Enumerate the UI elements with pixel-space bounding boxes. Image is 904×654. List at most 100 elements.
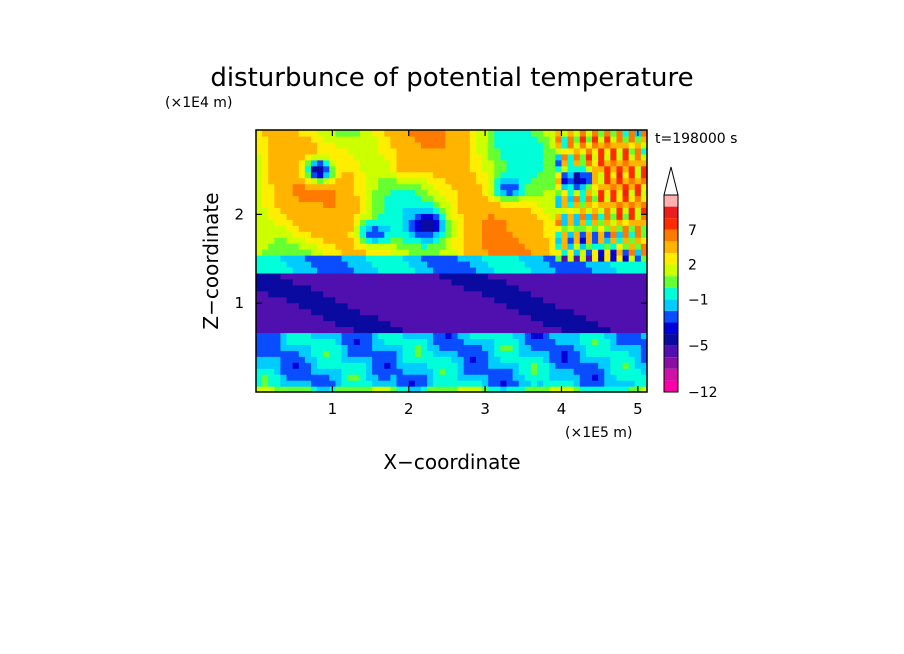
field-cell: [372, 368, 379, 375]
field-cell: [286, 326, 294, 334]
field-cell: [420, 356, 428, 363]
field-cell: [402, 165, 410, 173]
field-cell: [592, 243, 599, 250]
field-cell: [622, 332, 630, 340]
field-cell: [433, 380, 440, 387]
field-cell: [604, 290, 611, 298]
field-cell: [304, 332, 312, 340]
field-cell: [329, 159, 337, 167]
field-cell: [341, 189, 349, 197]
field-cell: [433, 249, 440, 256]
field-cell: [268, 213, 275, 220]
field-cell: [604, 165, 611, 173]
field-cell: [274, 249, 282, 256]
field-cell: [518, 362, 526, 369]
field-cell: [286, 231, 294, 238]
field-cell: [359, 147, 367, 155]
field-cell: [598, 225, 605, 232]
field-cell: [286, 135, 294, 143]
field-cell: [304, 171, 312, 179]
field-cell: [359, 326, 367, 334]
field-cell: [567, 255, 575, 262]
field-cell: [378, 290, 385, 298]
field-cell: [317, 243, 324, 250]
field-cell: [323, 159, 330, 167]
field-cell: [445, 308, 453, 316]
field-cell: [604, 386, 611, 392]
field-cell: [365, 314, 373, 322]
field-cell: [598, 255, 605, 262]
field-cell: [396, 141, 404, 149]
field-cell: [317, 225, 324, 232]
field-cell: [384, 231, 392, 238]
field-cell: [585, 386, 593, 392]
field-cell: [530, 213, 538, 220]
field-cell: [262, 130, 269, 137]
field-cell: [598, 237, 605, 244]
field-cell: [268, 195, 275, 203]
field-cell: [292, 344, 300, 351]
field-cell: [341, 308, 349, 316]
field-cell: [408, 237, 416, 244]
field-cell: [628, 362, 636, 369]
field-cell: [298, 183, 306, 191]
field-cell: [640, 314, 647, 322]
field-cell: [463, 302, 471, 310]
field-cell: [414, 284, 422, 292]
field-cell: [537, 141, 544, 149]
field-cell: [512, 195, 520, 203]
field-cell: [494, 278, 501, 286]
field-cell: [512, 374, 520, 381]
field-cell: [457, 213, 465, 220]
field-cell: [634, 350, 642, 357]
field-cell: [469, 261, 477, 268]
field-cell: [408, 368, 416, 375]
field-cell: [524, 255, 532, 262]
colorbar-segment: [664, 229, 678, 242]
field-cell: [292, 338, 300, 345]
field-cell: [628, 308, 636, 316]
field-cell: [610, 356, 618, 363]
field-cell: [439, 130, 446, 137]
colorbar-segment: [664, 218, 678, 230]
field-cell: [634, 314, 642, 322]
field-cell: [512, 344, 520, 351]
field-cell: [506, 302, 514, 310]
field-cell: [402, 243, 410, 250]
field-cell: [482, 261, 489, 268]
field-cell: [488, 374, 495, 381]
field-cell: [622, 386, 630, 392]
field-cell: [439, 356, 446, 363]
field-cell: [310, 272, 318, 280]
field-cell: [537, 243, 544, 250]
field-cell: [347, 278, 355, 286]
field-cell: [372, 165, 379, 173]
field-cell: [469, 266, 477, 274]
field-cell: [323, 314, 330, 322]
field-cell: [378, 219, 385, 226]
field-cell: [616, 141, 624, 149]
field-cell: [585, 159, 593, 167]
field-cell: [439, 147, 446, 155]
field-cell: [469, 374, 477, 381]
field-cell: [317, 296, 324, 304]
field-cell: [549, 278, 556, 286]
field-cell: [298, 249, 306, 256]
field-cell: [500, 356, 508, 363]
field-cell: [286, 165, 294, 173]
field-cell: [420, 350, 428, 357]
field-cell: [530, 141, 538, 149]
field-cell: [500, 130, 508, 137]
field-cell: [268, 189, 275, 197]
field-cell: [500, 386, 508, 392]
field-cell: [573, 165, 581, 173]
field-cell: [433, 356, 440, 363]
field-cell: [445, 237, 453, 244]
field-cell: [549, 177, 556, 185]
field-cell: [310, 338, 318, 345]
field-cell: [451, 237, 459, 244]
field-cell: [298, 153, 306, 161]
field-cell: [408, 177, 416, 185]
field-cell: [396, 225, 404, 232]
field-cell: [555, 344, 563, 351]
